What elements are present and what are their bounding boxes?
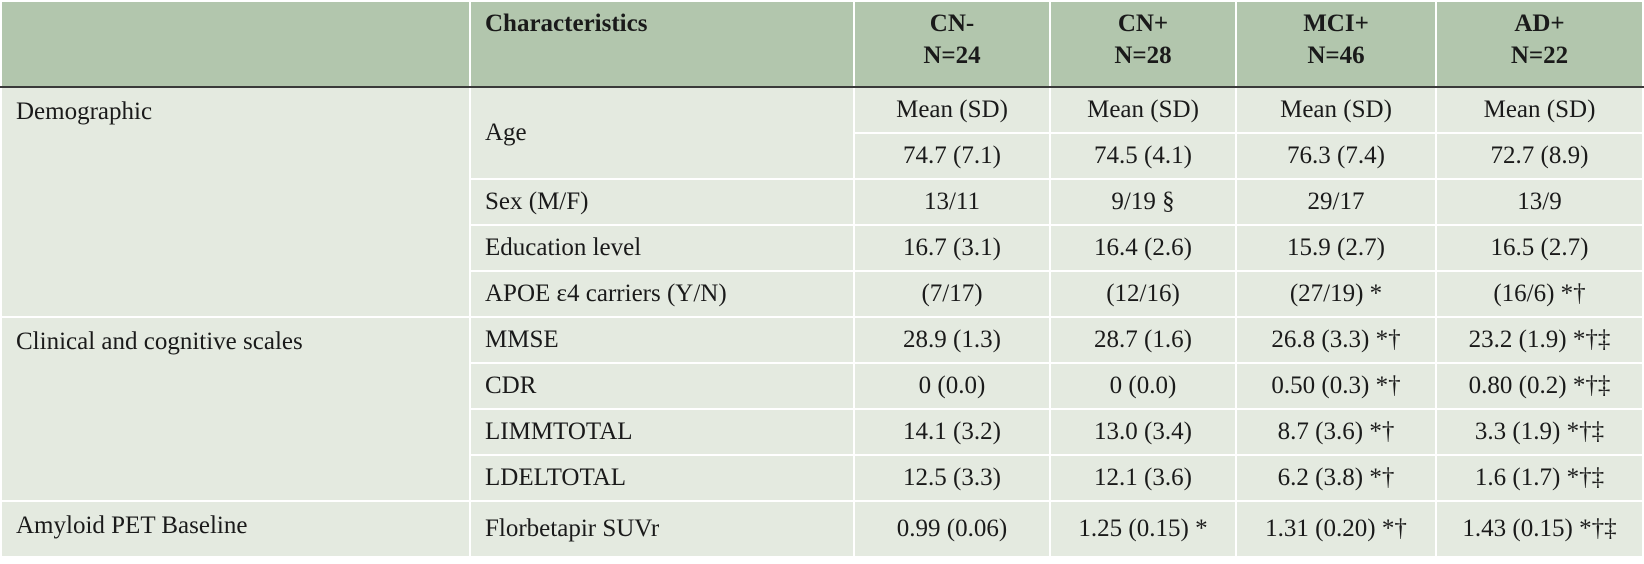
value-cell: 1.6 (1.7) *†‡ [1435,454,1644,502]
subheader-cell: Mean (SD) [1049,86,1237,134]
group-n: N=22 [1510,42,1569,69]
value-cell: 15.9 (2.7) [1235,224,1437,272]
value-cell: 29/17 [1235,178,1437,226]
value-cell: 12.1 (3.6) [1049,454,1237,502]
value-cell: 8.7 (3.6) *† [1235,408,1437,456]
row-label: CDR [469,362,855,410]
value-cell: 28.9 (1.3) [853,316,1051,364]
value-cell: 1.43 (0.15) *†‡ [1435,500,1644,558]
value-cell: (7/17) [853,270,1051,318]
value-cell: 9/19 § [1049,178,1237,226]
value-cell: 13/11 [853,178,1051,226]
group-name: CN+ [1117,10,1169,37]
value-cell: 14.1 (3.2) [853,408,1051,456]
group-name: MCI+ [1303,10,1369,37]
section-name: Demographic [0,86,471,318]
value-cell: 76.3 (7.4) [1235,132,1437,180]
table-row: 74.7 (7.1) 74.5 (4.1) 76.3 (7.4) 72.7 (8.9) [1,132,1644,180]
value-cell: 74.5 (4.1) [1049,132,1237,180]
table-row: Demographic Age Mean (SD) Mean (SD) Mean (SD… [0,86,1644,318]
value-cell: 0.99 (0.06) [853,500,1051,558]
row-label: Sex (M/F) [469,178,855,226]
section-name: Amyloid PET Baseline [0,500,471,558]
row-label: LIMMTOTAL [469,408,855,456]
header-cell: Characteristics [469,0,855,88]
value-cell: 0.80 (0.2) *†‡ [1435,362,1644,410]
value-cell: 16.5 (2.7) [1435,224,1644,272]
value-cell: 16.7 (3.1) [853,224,1051,272]
value-cell: 13/9 [1435,178,1644,226]
group-n: N=46 [1307,42,1365,69]
header-cell [0,0,471,88]
value-cell: (12/16) [1049,270,1237,318]
value-cell: 1.25 (0.15) * [1049,500,1237,558]
value-cell: 6.2 (3.8) *† [1235,454,1437,502]
header-cell: AD+ N=22 [1435,0,1644,88]
value-cell: 28.7 (1.6) [1049,316,1237,364]
table-row: CDR 0 (0.0) 0 (0.0) 0.50 (0.3) *† 0.80 (0.2)… [1,362,1644,410]
section-name: Clinical and cognitive scales [0,316,471,502]
value-cell: 3.3 (1.9) *†‡ [1435,408,1644,456]
header-cell: MCI+ N=46 [1235,0,1437,88]
header-row: Characteristics CN- N=24 CN+ N=28 MCI+ N=46 AD+… [0,0,1644,88]
subheader-cell: Mean (SD) [1235,86,1437,134]
value-cell: (27/19) * [1235,270,1437,318]
table-row: APOE ε4 carriers (Y/N) (7/17) (12/16) (27/1… [1,270,1644,318]
value-cell: 13.0 (3.4) [1049,408,1237,456]
table-row: Amyloid PET Baseline Florbetapir SUVr 0.99… [0,500,1644,558]
header-cell: CN+ N=28 [1049,0,1237,88]
header-cell: CN- N=24 [853,0,1051,88]
value-cell: 12.5 (3.3) [853,454,1051,502]
value-cell: 0 (0.0) [853,362,1051,410]
table-row: LIMMTOTAL 14.1 (3.2) 13.0 (3.4) 8.7 (3.6) *… [1,408,1644,456]
value-cell: (16/6) *† [1435,270,1644,318]
table-row: Sex (M/F) 13/11 9/19 § 29/17 13/9 [1,178,1644,226]
row-label: MMSE [469,316,855,364]
value-cell: 1.31 (0.20) *† [1235,500,1437,558]
group-name: CN- [929,10,975,37]
row-label: LDELTOTAL [469,454,855,502]
row-label: Florbetapir SUVr [469,500,855,558]
row-label: APOE ε4 carriers (Y/N) [469,270,855,318]
row-label: Age [469,86,855,180]
value-cell: 0.50 (0.3) *† [1235,362,1437,410]
subheader-cell: Mean (SD) [1435,86,1644,134]
table-body: Demographic Age Mean (SD) Mean (SD) Mean (SD… [0,86,1644,558]
group-n: N=24 [923,42,981,69]
subheader-cell: Mean (SD) [853,86,1051,134]
table-row: Clinical and cognitive scales MMSE 28.9 (1… [0,316,1644,502]
value-cell: 23.2 (1.9) *†‡ [1435,316,1644,364]
table-row: Education level 16.7 (3.1) 16.4 (2.6) 15.9 … [1,224,1644,272]
row-label: Education level [469,224,855,272]
table-row: LDELTOTAL 12.5 (3.3) 12.1 (3.6) 6.2 (3.8) *… [1,454,1644,502]
value-cell: 74.7 (7.1) [853,132,1051,180]
group-name: AD+ [1514,10,1565,37]
value-cell: 72.7 (8.9) [1435,132,1644,180]
value-cell: 26.8 (3.3) *† [1235,316,1437,364]
value-cell: 16.4 (2.6) [1049,224,1237,272]
value-cell: 0 (0.0) [1049,362,1237,410]
group-n: N=28 [1114,42,1172,69]
